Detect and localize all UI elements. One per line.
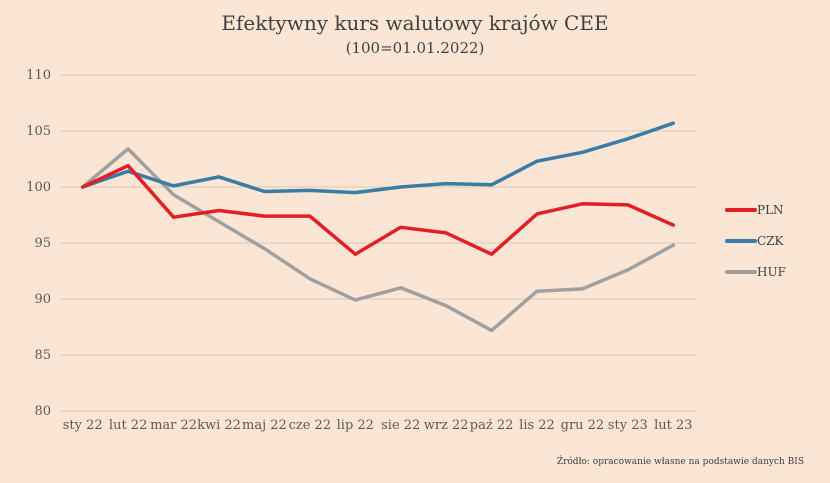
x-tick-label: lut 22 xyxy=(109,418,147,433)
x-tick-label: sie 22 xyxy=(381,418,420,433)
legend-item-huf: HUF xyxy=(725,265,786,279)
series-line-czk xyxy=(80,121,676,195)
gridlines xyxy=(60,74,696,412)
legend-item-pln: PLN xyxy=(725,203,784,217)
chart-subtitle: (100=01.01.2022) xyxy=(346,39,485,57)
x-tick-label: mar 22 xyxy=(150,418,197,433)
legend-label: PLN xyxy=(757,203,784,217)
y-tick-label: 100 xyxy=(26,180,51,195)
x-tick-label: lip 22 xyxy=(337,418,374,433)
chart-title: Efektywny kurs walutowy krajów CEE xyxy=(221,11,608,35)
x-tick-label: maj 22 xyxy=(242,418,287,433)
x-tick-label: wrz 22 xyxy=(424,418,469,433)
x-tick-label: lut 23 xyxy=(654,418,692,433)
y-tick-label: 80 xyxy=(34,404,51,419)
legend: PLN CZK HUF xyxy=(725,203,786,279)
x-axis-ticks: sty 22 lut 22 mar 22 kwi 22 maj 22 cze 22 lip … xyxy=(63,418,693,433)
legend-label: CZK xyxy=(757,234,785,248)
x-tick-label: sty 23 xyxy=(608,418,648,433)
y-tick-label: 110 xyxy=(26,68,51,83)
series-line-pln xyxy=(80,163,676,256)
x-tick-label: kwi 22 xyxy=(197,418,241,433)
y-tick-label: 95 xyxy=(34,236,51,251)
y-tick-label: 105 xyxy=(26,124,51,139)
y-tick-label: 85 xyxy=(34,348,51,363)
y-axis-ticks: 80 85 90 95 100 105 110 xyxy=(26,68,51,419)
source-note: Źródło: opracowanie własne na podstawie … xyxy=(557,455,804,467)
series-lines xyxy=(80,121,676,333)
legend-label: HUF xyxy=(757,265,786,279)
x-tick-label: lis 22 xyxy=(519,418,555,433)
legend-item-czk: CZK xyxy=(725,234,785,248)
x-tick-label: paź 22 xyxy=(470,418,514,433)
x-tick-label: cze 22 xyxy=(289,418,332,433)
series-line-huf xyxy=(80,147,676,333)
y-tick-label: 90 xyxy=(34,292,51,307)
x-tick-label: gru 22 xyxy=(561,418,605,433)
x-tick-label: sty 22 xyxy=(63,418,103,433)
